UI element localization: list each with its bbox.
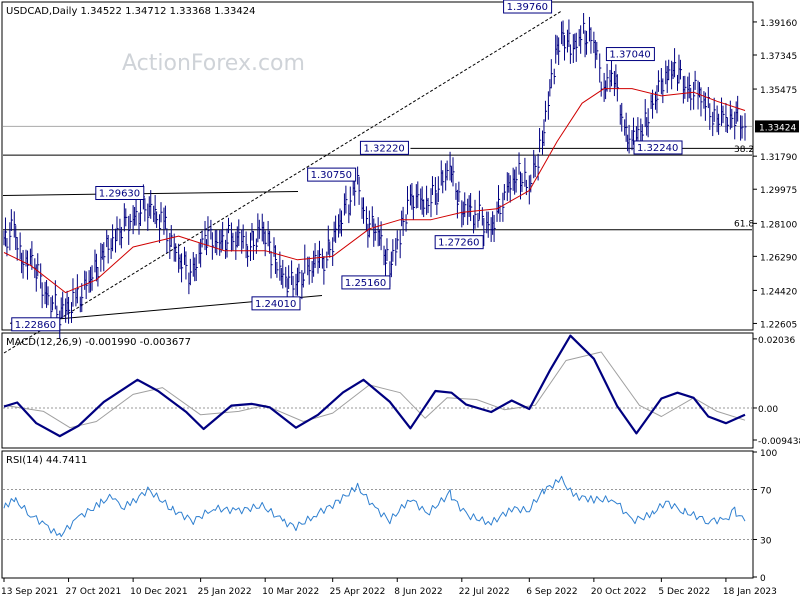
rsi-tick-label: 0 [760,574,766,584]
macd-tick-label: 0.02036 [758,336,795,346]
macd-tick-label: -0.009438 [758,437,800,447]
price-header: USDCAD,Daily 1.34522 1.34712 1.33368 1.3… [6,6,256,17]
x-tick-label: 27 Oct 2021 [66,587,122,597]
annotation-label: 1.32220 [363,143,404,154]
x-tick-label: 18 Jan 2023 [723,587,777,597]
annotation-label: 1.25160 [345,278,386,289]
rsi-tick-label: 70 [760,487,772,497]
price-tick-label: 1.22605 [760,320,797,330]
price-tick-label: 1.39160 [760,19,797,29]
rsi-header: RSI(14) 44.7411 [6,455,87,466]
price-tick-label: 1.29975 [760,186,797,196]
x-tick-label: 6 Sep 2022 [526,587,577,597]
x-tick-label: 20 Oct 2022 [591,587,647,597]
price-tick-label: 1.26290 [760,253,797,263]
annotation-label: 1.29630 [99,189,140,200]
price-tick-label: 1.31790 [760,153,797,163]
rsi-tick-label: 30 [760,537,772,547]
x-tick-label: 22 Jul 2022 [459,587,510,597]
macd-tick-label: 0.00 [758,405,778,415]
macd-header: MACD(12,26,9) -0.001990 -0.003677 [6,337,191,348]
x-tick-label: 5 Dec 2022 [658,587,710,597]
annotation-label: 1.24010 [255,299,296,310]
annotation-label: 1.39760 [507,2,548,13]
annotation-label: 1.37040 [609,50,650,61]
price-tick-label: 1.24420 [760,287,797,297]
last-price-label: 1.33424 [759,123,796,133]
x-tick-label: 10 Dec 2021 [130,587,188,597]
x-tick-label: 25 Apr 2022 [330,587,386,597]
annotation-label: 1.22860 [15,320,56,331]
watermark: ActionForex.com [122,51,305,76]
annotation-label: 1.30750 [311,170,352,181]
price-tick-label: 1.37345 [760,52,797,62]
price-tick-label: 1.35475 [760,86,797,96]
x-tick-label: 13 Sep 2021 [1,587,58,597]
annotation-label: 1.27260 [438,238,479,249]
x-tick-label: 10 Mar 2022 [262,587,319,597]
fib-label: 61.8 [734,220,754,230]
x-tick-label: 25 Jan 2022 [198,587,252,597]
rsi-tick-label: 100 [760,449,777,459]
price-tick-label: 1.28100 [760,220,797,230]
x-tick-label: 8 Jun 2022 [394,587,442,597]
annotation-label: 1.32240 [637,143,678,154]
fib-label: 38.2 [734,145,754,155]
